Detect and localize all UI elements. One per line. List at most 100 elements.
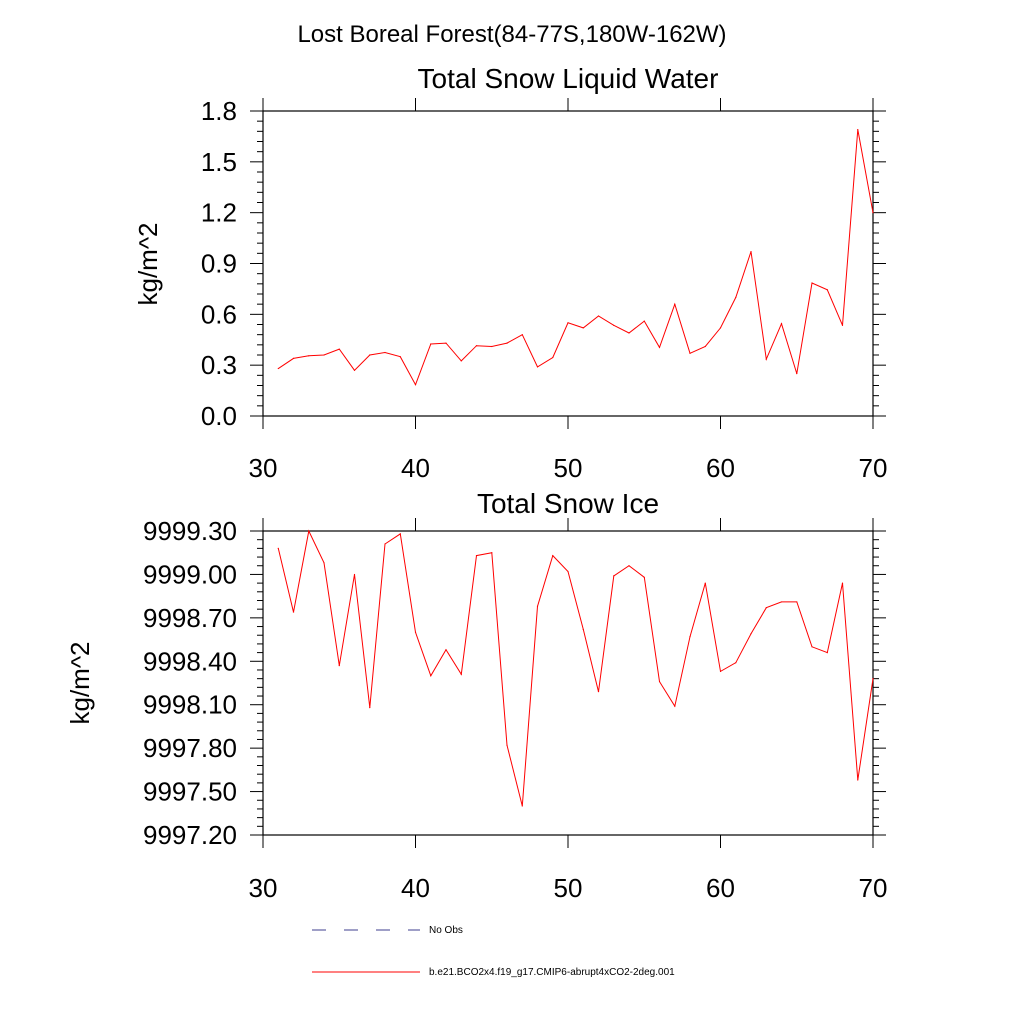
- data-point: [780, 323, 783, 325]
- panel-title: Total Snow Ice: [477, 488, 659, 519]
- y-tick-label: 9998.10: [143, 690, 237, 720]
- data-point: [277, 367, 279, 370]
- data-point: [811, 646, 813, 648]
- data-point: [643, 320, 645, 322]
- data-point: [460, 673, 462, 675]
- y-tick-label: 9997.80: [143, 733, 237, 763]
- data-point: [521, 805, 523, 807]
- data-point: [643, 576, 645, 578]
- data-point: [674, 303, 676, 305]
- legend-label: b.e21.BCO2x4.f19_g17.CMIP6-abrupt4xCO2-2…: [429, 967, 675, 978]
- data-point: [430, 343, 432, 345]
- data-point: [597, 315, 600, 317]
- y-tick-label: 1.5: [201, 147, 237, 177]
- data-point: [857, 779, 859, 781]
- data-point: [430, 675, 432, 677]
- data-point: [491, 345, 493, 348]
- data-point: [475, 555, 478, 557]
- data-point: [460, 360, 462, 362]
- data-point: [292, 611, 295, 613]
- tick-group: [250, 98, 886, 429]
- data-point: [597, 691, 600, 693]
- data-point: [796, 373, 798, 375]
- data-point: [658, 346, 661, 348]
- data-point: [704, 582, 706, 584]
- panel-snow-ice: Total Snow Ice kg/m^2 9997.209997.509997…: [65, 488, 887, 903]
- data-point: [582, 628, 584, 631]
- y-tick-labels: 0.0 0.3 0.6 0.9 1.2 1.5 1.8: [201, 96, 237, 431]
- data-point: [674, 705, 676, 707]
- y-tick-label: 0.9: [201, 249, 237, 279]
- data-point: [277, 547, 279, 549]
- legend-entry-no-obs: No Obs: [312, 925, 463, 936]
- y-tick-label: 9999.30: [143, 516, 237, 546]
- x-tick-label: 30: [249, 453, 278, 483]
- data-point: [841, 324, 844, 326]
- data-point: [796, 601, 798, 603]
- data-point: [552, 555, 554, 557]
- data-point: [399, 533, 401, 535]
- y-tick-label: 0.3: [201, 350, 237, 380]
- data-point: [567, 570, 569, 573]
- x-tick-label: 40: [401, 873, 430, 903]
- data-point: [445, 342, 447, 344]
- data-point: [506, 744, 508, 746]
- figure-suptitle: Lost Boreal Forest(84-77S,180W-162W): [297, 21, 726, 48]
- data-point: [613, 575, 615, 577]
- data-point: [719, 327, 722, 329]
- data-point: [506, 342, 508, 344]
- data-point: [536, 366, 539, 368]
- x-tick-labels: 30 40 50 60 70: [249, 453, 888, 483]
- data-point: [582, 327, 584, 329]
- data-point: [323, 354, 325, 356]
- y-axis-label: kg/m^2: [133, 222, 163, 305]
- data-point: [308, 530, 310, 532]
- data-point: [750, 633, 752, 635]
- data-point: [719, 670, 722, 673]
- data-point: [628, 565, 630, 567]
- data-point: [399, 356, 401, 358]
- data-point: [292, 357, 295, 359]
- data-point: [826, 652, 828, 654]
- x-tick-label: 60: [706, 873, 735, 903]
- data-point: [735, 662, 737, 664]
- x-tick-label: 50: [554, 873, 583, 903]
- y-tick-label: 0.0: [201, 401, 237, 431]
- x-tick-label: 50: [554, 453, 583, 483]
- data-point: [323, 562, 325, 564]
- data-point: [521, 334, 523, 336]
- y-tick-label: 9998.70: [143, 603, 237, 633]
- y-tick-label: 0.6: [201, 299, 237, 329]
- data-point: [475, 345, 478, 347]
- data-point: [765, 358, 767, 360]
- data-point: [872, 212, 874, 214]
- x-tick-labels: 30 40 50 60 70: [249, 873, 888, 903]
- y-tick-label: 9997.50: [143, 777, 237, 807]
- y-tick-label: 9999.00: [143, 559, 237, 589]
- data-point: [414, 631, 417, 633]
- data-point: [658, 680, 661, 683]
- data-point: [689, 352, 691, 354]
- series-line: [278, 129, 874, 386]
- data-point: [353, 369, 356, 371]
- data-point: [384, 543, 386, 545]
- data-point: [765, 607, 767, 609]
- x-tick-label: 70: [859, 873, 888, 903]
- data-point: [780, 601, 783, 603]
- y-axis-label: kg/m^2: [65, 641, 95, 724]
- data-point: [826, 289, 828, 291]
- legend: No Obs b.e21.BCO2x4.f19_g17.CMIP6-abrupt…: [312, 925, 675, 978]
- data-point: [369, 707, 371, 709]
- legend-entry-model-run: b.e21.BCO2x4.f19_g17.CMIP6-abrupt4xCO2-2…: [312, 967, 675, 978]
- data-point: [536, 605, 539, 607]
- data-point: [491, 552, 493, 554]
- data-point: [369, 354, 371, 356]
- data-point: [384, 351, 386, 354]
- data-point: [445, 649, 447, 651]
- y-tick-label: 1.2: [201, 198, 237, 228]
- data-point: [628, 332, 630, 334]
- data-point: [872, 678, 874, 680]
- data-point: [613, 324, 615, 326]
- data-point: [841, 582, 844, 584]
